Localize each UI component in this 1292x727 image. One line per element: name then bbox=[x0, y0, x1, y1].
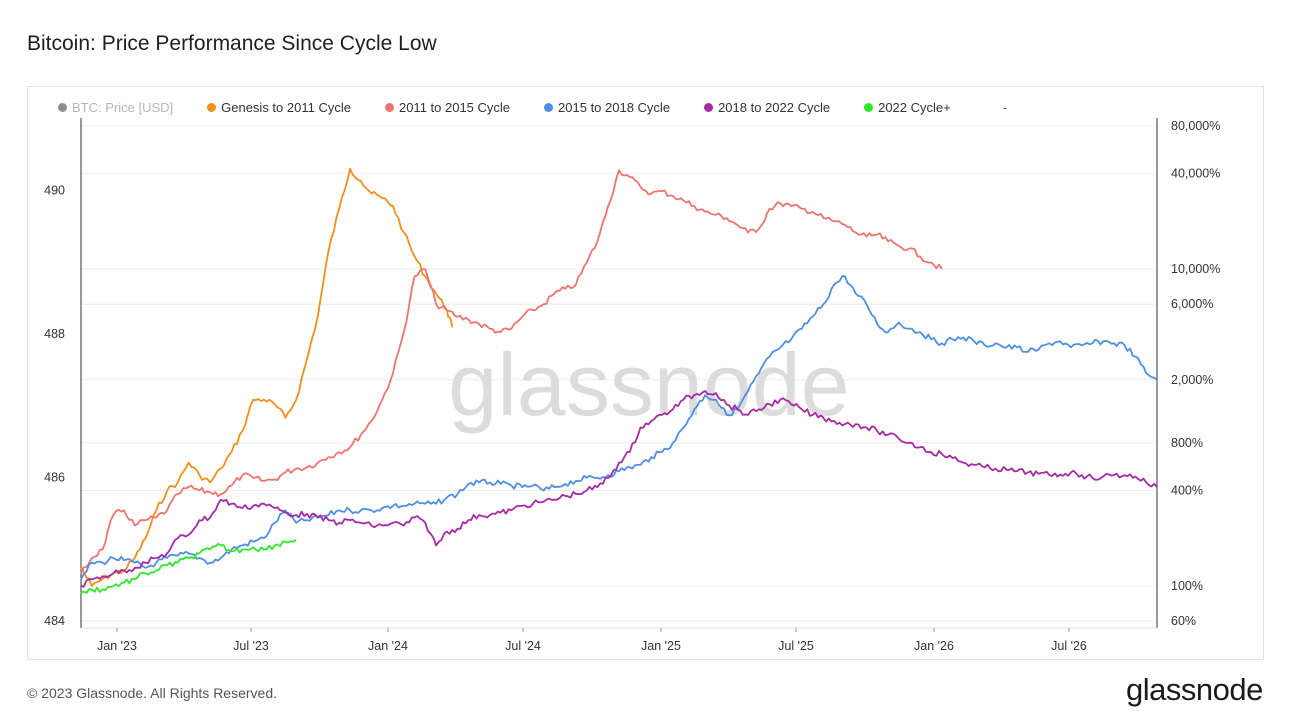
series-line-2018-to-2022-cycle bbox=[80, 390, 1158, 588]
legend-dot-2018-2022-icon bbox=[704, 102, 714, 112]
y-right-tick-label: 2,000% bbox=[1171, 373, 1213, 387]
legend-item-2011-2015[interactable]: 2011 to 2015 Cycle bbox=[384, 99, 511, 115]
series-line-2022-cycle- bbox=[80, 539, 297, 594]
legend-dot-2022-cycle-icon bbox=[864, 102, 874, 112]
y-left-ticks: 484 486 488 490 bbox=[44, 184, 65, 628]
y-right-tick-label: 60% bbox=[1171, 614, 1196, 628]
series-line-2015-to-2018-cycle bbox=[80, 275, 1158, 580]
glassnode-logo: glassnode bbox=[1126, 672, 1263, 707]
x-tick-label: Jul '26 bbox=[1051, 639, 1087, 653]
y-right-tick-label: 800% bbox=[1171, 436, 1203, 450]
y-right-tick-label: 400% bbox=[1171, 483, 1203, 497]
y-left-tick-label: 488 bbox=[44, 327, 65, 341]
legend-dot-genesis-2011-icon bbox=[207, 102, 217, 112]
legend-label: 2018 to 2022 Cycle bbox=[718, 99, 831, 115]
x-tick-label: Jan '25 bbox=[641, 639, 681, 653]
x-tick-label: Jan '23 bbox=[97, 639, 137, 653]
x-axis-ticks: Jan '23 Jul '23 Jan '24 Jul '24 Jan '25 Jul '… bbox=[97, 628, 1087, 653]
y-left-tick-label: 484 bbox=[44, 614, 65, 628]
legend-dash: - bbox=[1002, 99, 1008, 115]
legend-item-2015-2018[interactable]: 2015 to 2018 Cycle bbox=[544, 100, 670, 115]
y-right-tick-label: 100% bbox=[1171, 579, 1203, 593]
chart-legend: BTC: Price [USD] Genesis to 2011 Cycle 2… bbox=[58, 97, 1007, 117]
y-right-tick-label: 80,000% bbox=[1171, 119, 1220, 133]
series-line-genesis-to-2011-cycle bbox=[80, 167, 454, 587]
y-right-ticks: 60% 100% 400% 800% 2,000% 6,000% 10,000% 40,000… bbox=[1171, 119, 1220, 628]
x-tick-label: Jul '24 bbox=[505, 639, 541, 653]
chart-panel bbox=[27, 86, 1264, 660]
x-tick-label: Jul '23 bbox=[233, 639, 269, 653]
legend-label: 2011 to 2015 Cycle bbox=[398, 99, 511, 115]
y-left-tick-label: 490 bbox=[44, 184, 65, 198]
grid-lines bbox=[81, 125, 1157, 622]
copyright-footer: © 2023 Glassnode. All Rights Reserved. bbox=[27, 685, 278, 701]
legend-dot-2011-2015-icon bbox=[384, 102, 394, 112]
legend-dot-2015-2018-icon bbox=[544, 102, 554, 112]
legend-label: 2022 Cycle+ bbox=[878, 99, 951, 115]
axes bbox=[80, 118, 1158, 629]
x-tick-label: Jul '25 bbox=[778, 639, 814, 653]
x-tick-label: Jan '26 bbox=[914, 639, 954, 653]
series-line-2011-to-2015-cycle bbox=[80, 169, 943, 574]
legend-item-genesis-2011[interactable]: Genesis to 2011 Cycle bbox=[207, 100, 351, 115]
y-right-tick-label: 40,000% bbox=[1171, 167, 1220, 181]
y-right-tick-label: 10,000% bbox=[1171, 262, 1220, 276]
x-tick-label: Jan '24 bbox=[368, 639, 408, 653]
legend-label: BTC: Price [USD] bbox=[72, 99, 174, 115]
page-title: Bitcoin: Price Performance Since Cycle L… bbox=[27, 32, 437, 55]
legend-item-btc-price[interactable]: BTC: Price [USD] bbox=[58, 100, 173, 115]
legend-label: Genesis to 2011 Cycle bbox=[221, 99, 351, 115]
series-lines bbox=[80, 167, 1158, 594]
y-right-tick-label: 6,000% bbox=[1171, 297, 1213, 311]
legend-item-2018-2022[interactable]: 2018 to 2022 Cycle bbox=[704, 100, 830, 115]
watermark: glassnode bbox=[448, 335, 849, 434]
legend-label: 2015 to 2018 Cycle bbox=[558, 99, 671, 115]
y-left-tick-label: 486 bbox=[44, 471, 65, 485]
legend-dot-btc-price-icon bbox=[58, 102, 67, 112]
legend-item-2022-cycle[interactable]: 2022 Cycle+ bbox=[864, 100, 951, 115]
